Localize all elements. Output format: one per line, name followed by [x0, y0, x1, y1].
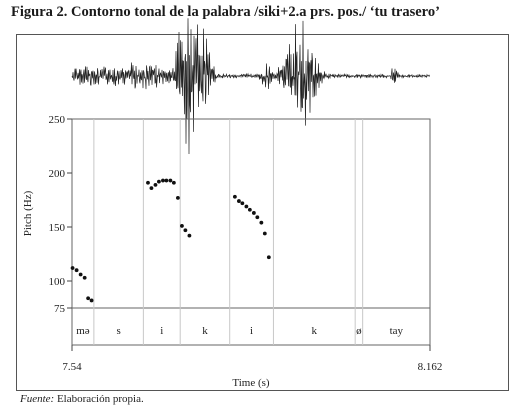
- pitch-point: [149, 186, 154, 191]
- y-axis-label: Pitch (Hz): [22, 190, 34, 236]
- segment-label: i: [160, 325, 163, 337]
- segment-label: ø: [356, 325, 362, 337]
- pitch-point: [251, 211, 256, 215]
- plot-border: [71, 118, 431, 346]
- source-text: Elaboración propia.: [54, 393, 144, 405]
- segment-label: s: [116, 325, 120, 337]
- waveform-trace: [71, 18, 430, 155]
- segment-label: mə: [76, 325, 90, 337]
- x-tick-label-end: 8.162: [418, 361, 443, 373]
- segment-label: k: [312, 325, 318, 337]
- plot-area: [71, 118, 431, 346]
- pitch-point: [244, 204, 249, 209]
- pitch-point: [247, 207, 252, 212]
- pitch-point: [89, 298, 94, 303]
- pitch-point: [183, 228, 188, 233]
- pitch-point: [187, 233, 192, 238]
- pitch-point: [70, 266, 75, 270]
- pitch-point: [180, 224, 184, 228]
- figure-frame: [16, 34, 509, 391]
- pitch-point: [171, 180, 176, 185]
- pitch-point: [232, 194, 237, 199]
- waveform: [71, 18, 430, 155]
- pitch-point: [240, 201, 245, 206]
- pitch-point: [157, 179, 161, 184]
- y-tick-label: 150: [49, 222, 66, 234]
- segment-label: k: [202, 325, 208, 337]
- pitch-point: [86, 296, 91, 301]
- pitch-point: [146, 180, 150, 185]
- x-axis-label: Time (s): [232, 377, 270, 389]
- pitch-points: [70, 178, 271, 303]
- segment-label: i: [250, 325, 253, 337]
- pitch-point: [266, 255, 271, 260]
- annotation-tier: mə s i k i k ø tay: [76, 119, 404, 345]
- segment-label: tay: [390, 325, 404, 337]
- y-tick-label: 100: [49, 276, 66, 288]
- pitch-point: [176, 195, 180, 200]
- source-label: Fuente:: [20, 393, 55, 405]
- y-tick-label: 200: [49, 168, 66, 180]
- y-axis: 75 100 150 200 250: [49, 114, 431, 351]
- pitch-point: [82, 275, 87, 280]
- pitch-point: [262, 231, 267, 236]
- y-tick-label: 250: [49, 114, 66, 126]
- pitch-point: [237, 199, 241, 203]
- pitch-point: [168, 178, 173, 183]
- pitch-point: [161, 178, 165, 183]
- figure-title: Figura 2. Contorno tonal de la palabra /…: [11, 4, 440, 20]
- pitch-point: [164, 178, 169, 183]
- pitch-point: [78, 272, 83, 277]
- pitch-point: [255, 215, 260, 220]
- y-tick-label: 75: [54, 303, 66, 315]
- pitch-point: [259, 220, 264, 225]
- x-tick-label-start: 7.54: [62, 361, 82, 373]
- pitch-point: [153, 182, 158, 187]
- pitch-point: [74, 268, 79, 273]
- source-note: Fuente: Elaboración propia.: [20, 393, 144, 405]
